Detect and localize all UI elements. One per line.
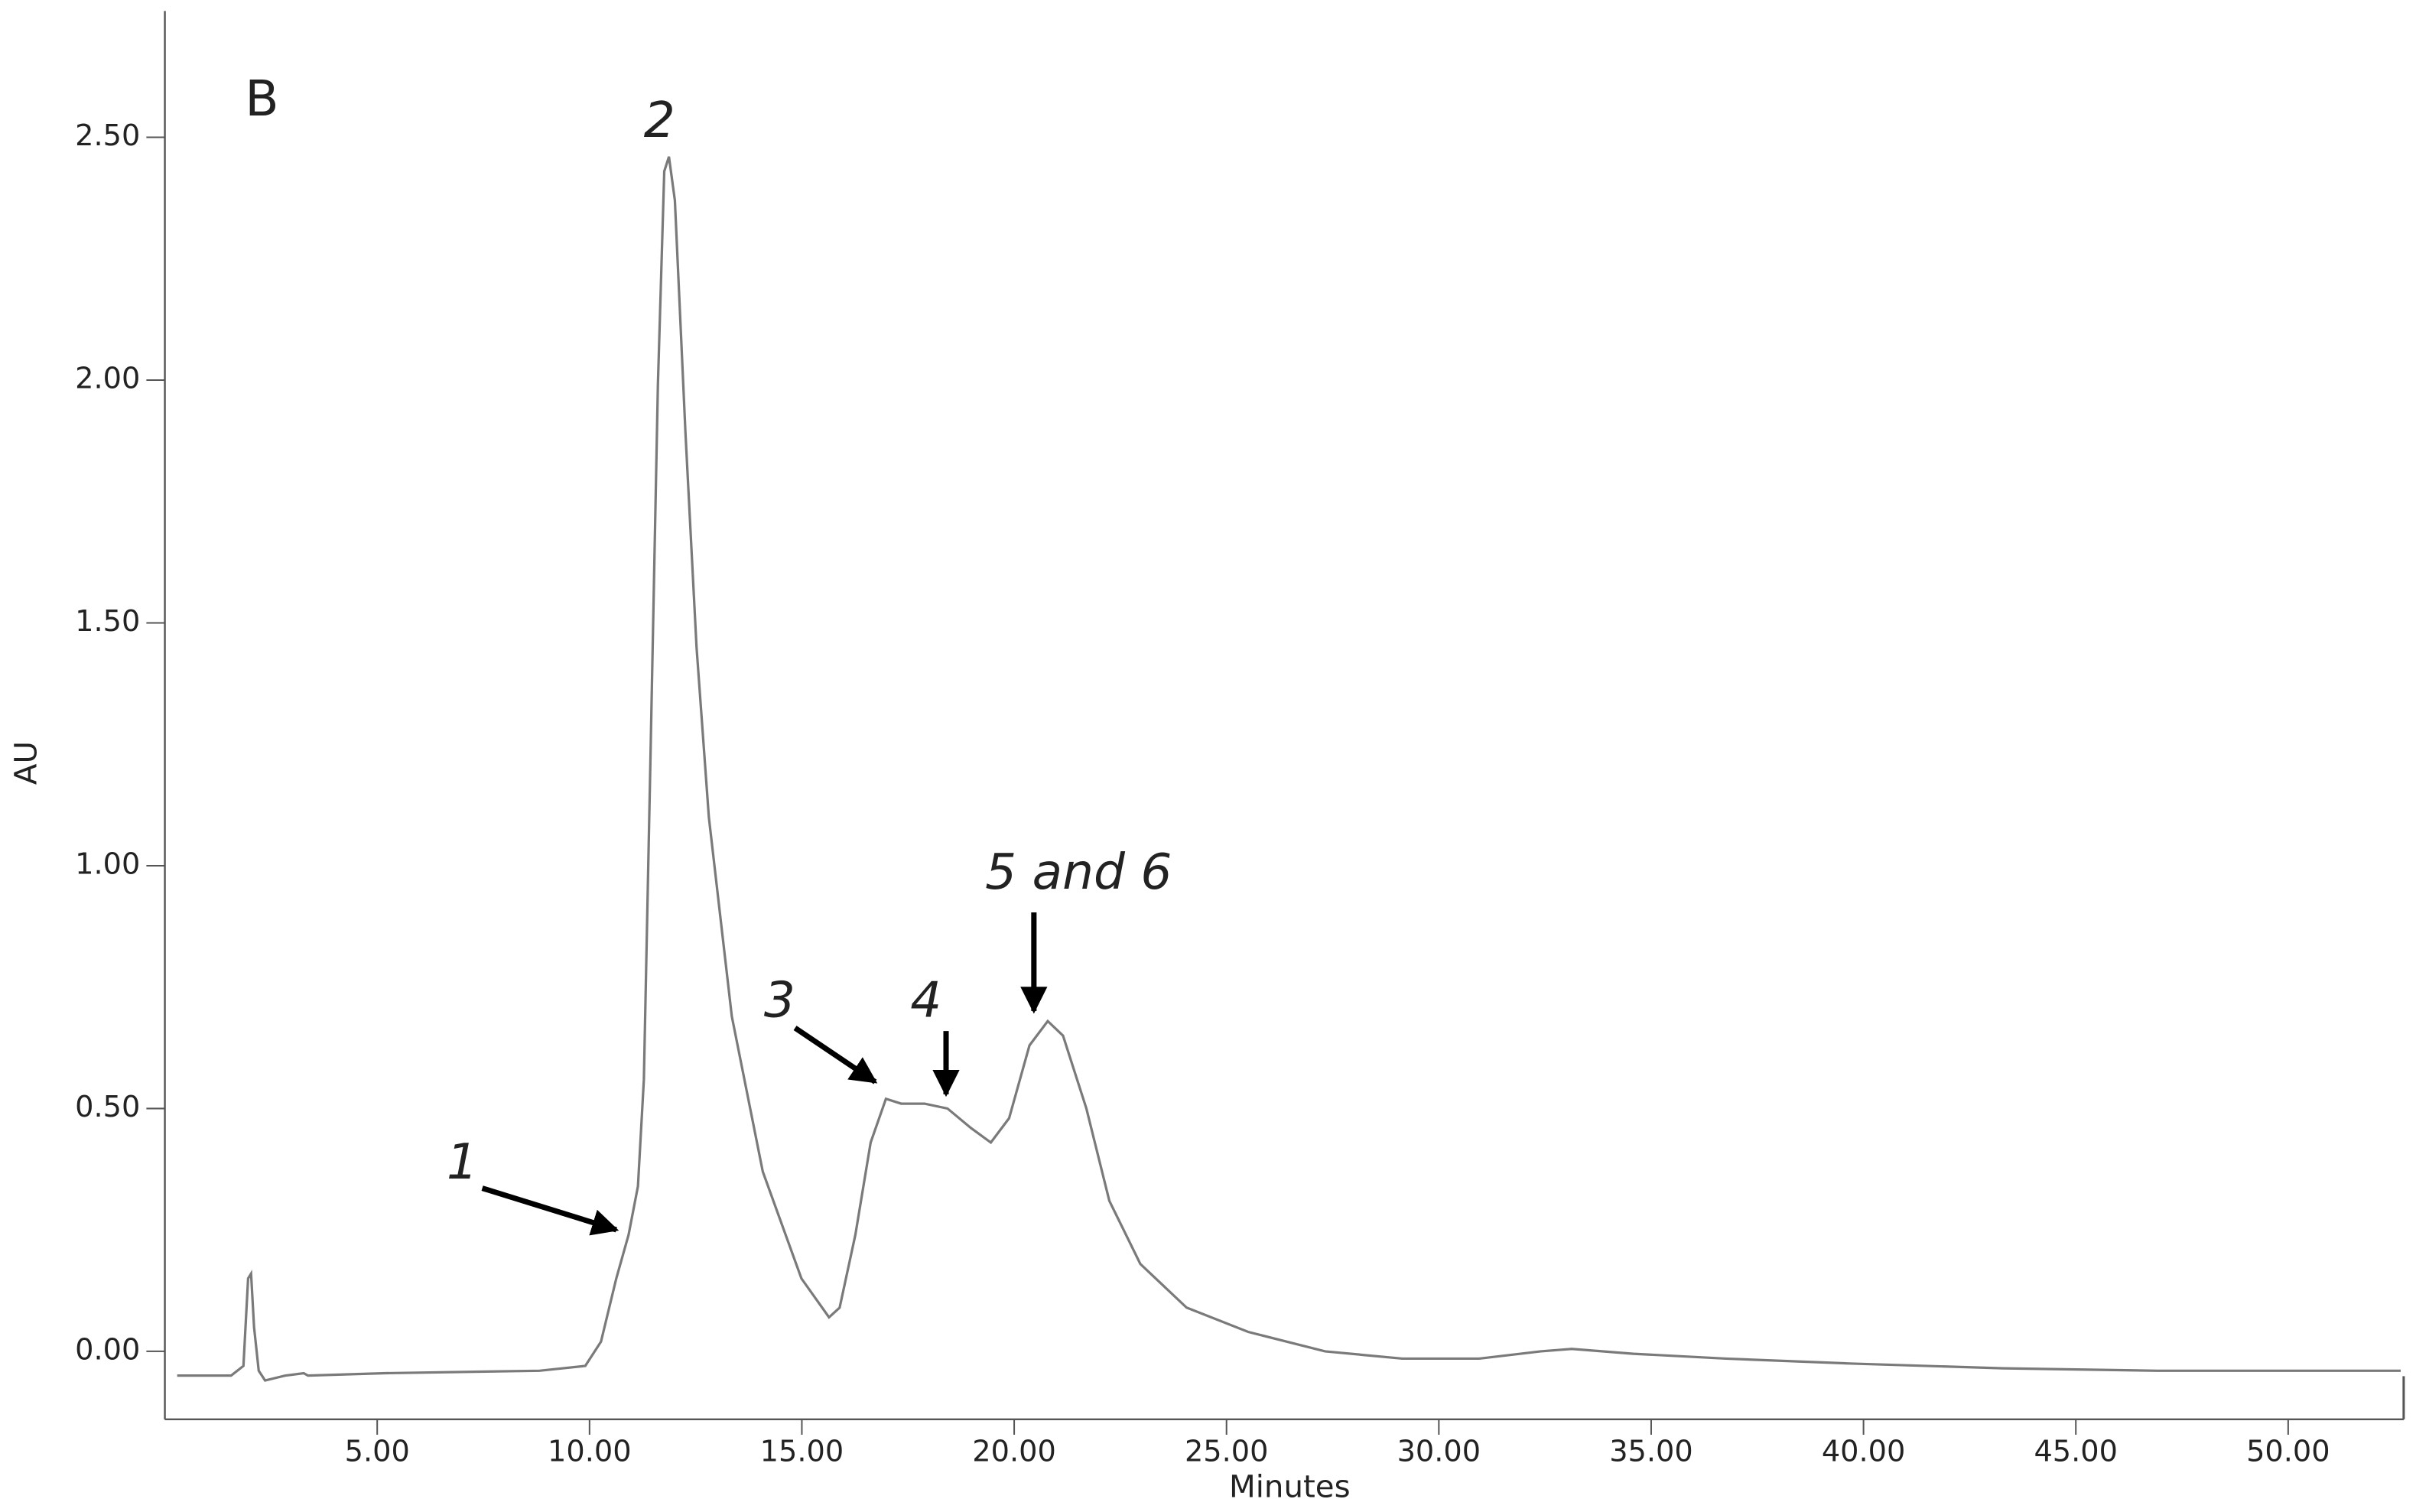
- x-tick-label: 15.00: [760, 1435, 844, 1469]
- y-tick-label: 2.00: [75, 361, 140, 395]
- x-tick-label: 45.00: [2034, 1435, 2118, 1469]
- annotation-arrow: [481, 1185, 619, 1236]
- x-tick-label: 20.00: [972, 1435, 1056, 1469]
- peak-annotation: 4: [910, 971, 941, 1029]
- y-tick-label: 1.00: [75, 847, 140, 881]
- x-tick-label: 50.00: [2246, 1435, 2330, 1469]
- y-tick-label: 2.50: [75, 119, 140, 153]
- peak-annotation: 2: [644, 92, 675, 149]
- annotation-arrow: [793, 1026, 878, 1084]
- peak-annotation: 1: [447, 1133, 478, 1191]
- peak-annotation: 5 and 6: [985, 844, 1172, 901]
- x-axis-title: Minutes: [1229, 1468, 1351, 1504]
- trace: [177, 156, 2401, 1382]
- x-tick-label: 40.00: [1822, 1435, 1906, 1469]
- x-tick-label: 30.00: [1397, 1435, 1481, 1469]
- panel-label: B: [245, 70, 278, 128]
- y-tick-label: 0.00: [75, 1332, 140, 1367]
- x-tick-label: 35.00: [1609, 1435, 1693, 1469]
- x-tick-label: 5.00: [345, 1435, 410, 1469]
- y-tick-label: 1.50: [75, 604, 140, 639]
- x-tick-label: 25.00: [1185, 1435, 1269, 1469]
- x-tick-label: 10.00: [548, 1435, 632, 1469]
- y-axis-title: AU: [8, 741, 44, 785]
- peak-annotation: 3: [764, 971, 795, 1029]
- y-tick-label: 0.50: [75, 1090, 140, 1124]
